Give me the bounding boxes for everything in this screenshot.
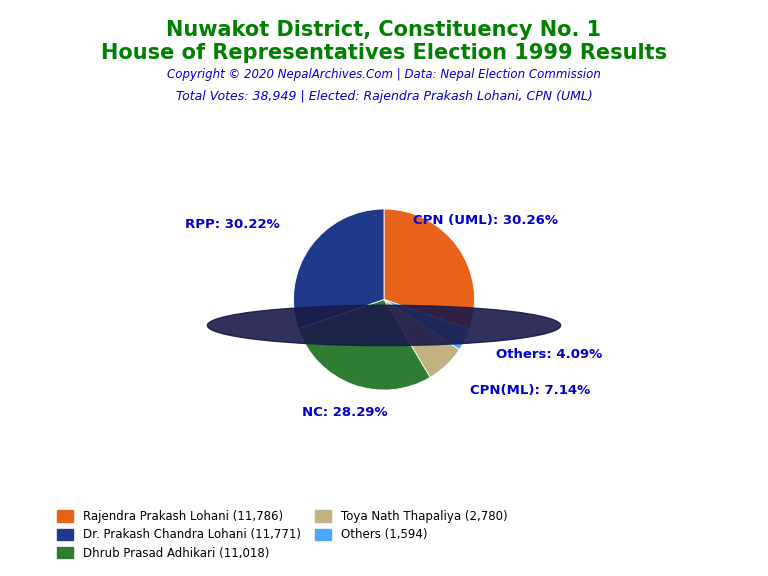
Wedge shape (298, 300, 430, 390)
Legend: Rajendra Prakash Lohani (11,786), Dr. Prakash Chandra Lohani (11,771), Dhrub Pra: Rajendra Prakash Lohani (11,786), Dr. Pr… (52, 505, 512, 564)
Wedge shape (293, 209, 384, 329)
Text: Copyright © 2020 NepalArchives.Com | Data: Nepal Election Commission: Copyright © 2020 NepalArchives.Com | Dat… (167, 68, 601, 81)
Text: NC: 28.29%: NC: 28.29% (302, 406, 388, 419)
Wedge shape (384, 300, 469, 350)
Text: Others: 4.09%: Others: 4.09% (496, 348, 602, 361)
Text: CPN(ML): 7.14%: CPN(ML): 7.14% (470, 384, 590, 397)
Text: CPN (UML): 30.26%: CPN (UML): 30.26% (413, 214, 558, 227)
Text: Nuwakot District, Constituency No. 1: Nuwakot District, Constituency No. 1 (167, 20, 601, 40)
Text: Total Votes: 38,949 | Elected: Rajendra Prakash Lohani, CPN (UML): Total Votes: 38,949 | Elected: Rajendra … (176, 90, 592, 104)
Text: House of Representatives Election 1999 Results: House of Representatives Election 1999 R… (101, 43, 667, 63)
Wedge shape (384, 209, 475, 329)
Wedge shape (384, 300, 459, 377)
Text: RPP: 30.22%: RPP: 30.22% (185, 218, 280, 231)
